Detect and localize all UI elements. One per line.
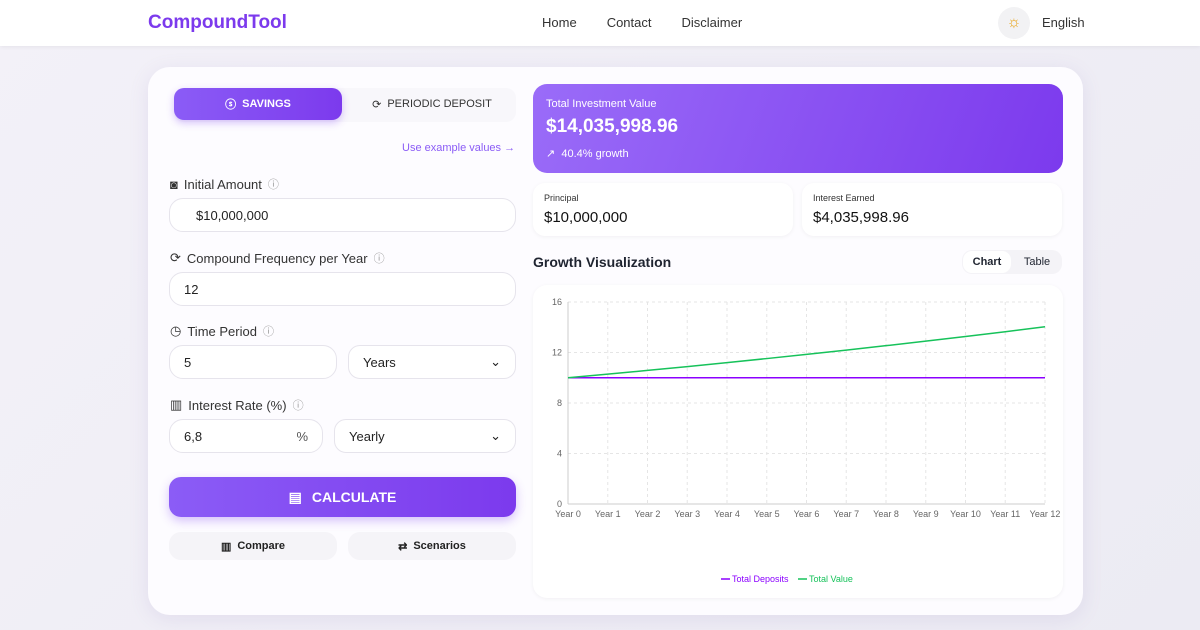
info-icon[interactable]: ⓘ xyxy=(292,400,304,412)
tab-periodic-deposit[interactable]: ⟳ PERIODIC DEPOSIT xyxy=(372,98,492,111)
y-tick-label: 8 xyxy=(557,398,562,408)
logo[interactable]: CompoundTool xyxy=(148,12,287,33)
x-tick-label: Year 7 xyxy=(833,509,859,519)
language-selector[interactable]: English xyxy=(1042,15,1085,30)
legend-label: Total Deposits xyxy=(732,574,789,584)
x-tick-label: Year 1 xyxy=(595,509,621,519)
scenarios-button[interactable]: ⇄ Scenarios xyxy=(348,532,516,560)
x-tick-label: Year 2 xyxy=(635,509,661,519)
tab-savings[interactable]: ⓢ SAVINGS xyxy=(174,88,342,120)
total-investment-card: Total Investment Value $14,035,998.96 ↗ … xyxy=(533,84,1063,173)
refresh-icon: ⟳ xyxy=(372,98,382,111)
growth-chart: 0 4 8 12 16 Year 0 Year 1 Year 2 Year 3 Year 4 Yea… xyxy=(533,285,1063,598)
top-nav: CompoundTool Home Contact Disclaimer ☼ E… xyxy=(0,0,1200,46)
view-toggle: Chart Table xyxy=(962,250,1062,274)
total-value: $14,035,998.96 xyxy=(546,116,679,137)
y-tick-label: 0 xyxy=(557,499,562,509)
nav-home[interactable]: Home xyxy=(542,15,577,30)
bar-chart-icon: ▥ xyxy=(170,397,183,412)
x-tick-label: Year 12 xyxy=(1030,509,1061,519)
interest-rate-input[interactable]: 6,8% xyxy=(169,419,323,453)
x-tick-label: Year 3 xyxy=(674,509,700,519)
x-tick-label: Year 4 xyxy=(714,509,740,519)
clock-icon: ◷ xyxy=(170,323,182,338)
x-tick-label: Year 5 xyxy=(754,509,780,519)
x-tick-label: Year 6 xyxy=(794,509,820,519)
chart-view-button[interactable]: Chart xyxy=(963,251,1011,273)
sun-icon[interactable]: ☼ xyxy=(998,7,1030,39)
interest-rate-label: ▥ Interest Rate (%) ⓘ xyxy=(170,397,304,413)
y-tick-label: 12 xyxy=(552,348,562,358)
example-values-link[interactable]: Use example values → xyxy=(402,142,516,154)
y-tick-label: 16 xyxy=(552,297,562,307)
time-period-label: ◷ Time Period ⓘ xyxy=(170,323,274,339)
compare-button[interactable]: ▥ Compare xyxy=(169,532,337,560)
bar-chart-icon: ▥ xyxy=(220,540,232,553)
interest-card: Interest Earned $4,035,998.96 xyxy=(802,183,1062,236)
visualization-title: Growth Visualization xyxy=(533,254,672,270)
growth-chart-svg: 0 4 8 12 16 Year 0 Year 1 Year 2 Year 3 Year 4 Yea… xyxy=(552,297,1061,584)
dollar-circle-icon: ⓢ xyxy=(225,99,237,111)
nav-disclaimer[interactable]: Disclaimer xyxy=(681,15,743,30)
swap-arrows-icon: ⇄ xyxy=(398,540,408,553)
time-period-input[interactable]: 5 xyxy=(169,345,337,379)
y-tick-label: 4 xyxy=(557,449,562,459)
money-icon: ◙ xyxy=(170,176,178,192)
nav-contact[interactable]: Contact xyxy=(606,15,652,30)
calculate-button[interactable]: ▤ CALCULATE xyxy=(169,477,516,517)
mode-tabs: ⓢ SAVINGS ⟳ PERIODIC DEPOSIT xyxy=(174,88,516,122)
info-icon[interactable]: ⓘ xyxy=(262,326,274,338)
principal-card: Principal $10,000,000 xyxy=(533,183,793,236)
trending-up-icon: ↗ xyxy=(546,148,556,160)
info-icon[interactable]: ⓘ xyxy=(267,179,279,191)
x-tick-label: Year 8 xyxy=(873,509,899,519)
info-icon[interactable]: ⓘ xyxy=(373,253,385,265)
x-tick-label: Year 9 xyxy=(913,509,939,519)
legend-label: Total Value xyxy=(809,574,853,584)
rate-period-select[interactable]: Yearly ⌄ xyxy=(334,419,516,453)
time-unit-select[interactable]: Years ⌄ xyxy=(348,345,516,379)
initial-amount-label: ◙ Initial Amount ⓘ xyxy=(170,176,279,192)
x-tick-label: Year 10 xyxy=(950,509,981,519)
x-tick-label: Year 0 xyxy=(555,509,581,519)
refresh-icon: ⟳ xyxy=(170,250,181,265)
frequency-label: ⟳ Compound Frequency per Year ⓘ xyxy=(170,250,385,266)
initial-amount-input[interactable]: $10,000,000 xyxy=(169,198,516,232)
table-view-button[interactable]: Table xyxy=(1023,256,1051,268)
frequency-input[interactable]: 12 xyxy=(169,272,516,306)
calculator-icon: ▤ xyxy=(288,488,302,505)
chevron-down-icon: ⌄ xyxy=(490,354,501,369)
x-tick-label: Year 11 xyxy=(990,509,1020,519)
growth-badge: 40.4% growth xyxy=(561,148,629,160)
series-line-total-value xyxy=(567,326,1046,379)
chevron-down-icon: ⌄ xyxy=(490,428,501,443)
